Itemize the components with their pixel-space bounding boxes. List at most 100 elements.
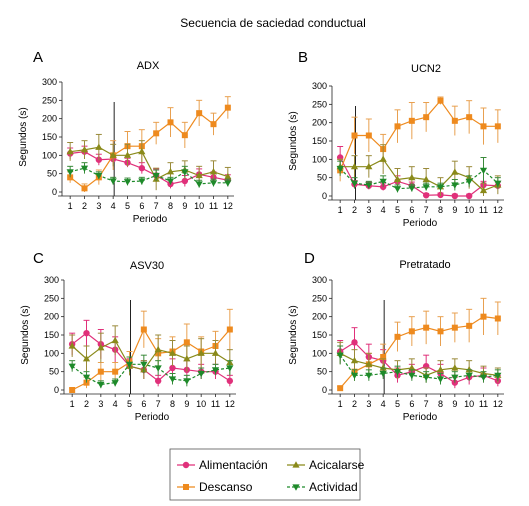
x-tick-label: 11 xyxy=(209,201,218,211)
y-axis-label: Segundos (s) xyxy=(20,305,31,364)
y-tick-label: 150 xyxy=(312,136,327,146)
data-point xyxy=(466,114,473,121)
y-tick-label: 250 xyxy=(44,293,59,303)
y-tick-label: 150 xyxy=(312,330,327,340)
x-tick-label: 3 xyxy=(366,399,371,409)
data-point xyxy=(181,177,189,185)
x-tick-label: 4 xyxy=(111,201,116,211)
data-point xyxy=(350,180,359,187)
data-point xyxy=(209,180,218,187)
y-tick-label: 150 xyxy=(44,330,59,340)
y-axis-label: Segundos (s) xyxy=(18,107,29,166)
x-tick-label: 7 xyxy=(154,201,159,211)
data-point xyxy=(436,376,445,383)
y-tick-label: 0 xyxy=(322,191,327,201)
data-point xyxy=(80,146,89,153)
x-tick-label: 6 xyxy=(409,399,414,409)
data-point xyxy=(125,361,134,369)
legend-marker-descanso xyxy=(177,484,195,490)
x-tick-label: 4 xyxy=(381,205,386,215)
x-tick-label: 5 xyxy=(395,399,400,409)
data-point xyxy=(393,369,402,376)
series-acicalarse xyxy=(66,133,232,191)
y-tick-label: 200 xyxy=(312,118,327,128)
data-point xyxy=(337,385,344,392)
y-tick-label: 0 xyxy=(52,187,57,197)
x-tick-label: 9 xyxy=(452,205,457,215)
y-tick-label: 0 xyxy=(322,385,327,395)
y-tick-label: 50 xyxy=(47,169,57,179)
series-acicalarse xyxy=(68,325,234,379)
data-point xyxy=(68,363,76,370)
data-point xyxy=(479,186,488,194)
data-point xyxy=(97,368,104,375)
data-point xyxy=(109,178,117,185)
data-point xyxy=(153,130,160,137)
data-point xyxy=(154,365,162,372)
data-point xyxy=(140,361,148,369)
legend-entry-acicalarse: Acicalarse xyxy=(287,458,365,472)
series-line xyxy=(339,354,498,380)
y-tick-label: 250 xyxy=(312,99,327,109)
data-point xyxy=(379,178,387,186)
x-tick-label: 8 xyxy=(438,399,443,409)
x-tick-label: 10 xyxy=(194,201,204,211)
x-axis-label: Periodo xyxy=(403,218,438,229)
data-point xyxy=(465,366,473,373)
data-point xyxy=(183,355,191,362)
data-point xyxy=(138,147,146,155)
data-point xyxy=(81,185,88,192)
x-tick-label: 6 xyxy=(141,399,146,409)
data-point xyxy=(365,162,373,170)
data-point xyxy=(422,175,430,183)
data-point xyxy=(195,181,203,188)
data-point xyxy=(465,372,473,380)
data-point xyxy=(69,387,76,393)
data-point xyxy=(224,180,232,187)
data-point xyxy=(66,147,74,155)
x-tick-label: 2 xyxy=(352,399,357,409)
data-point xyxy=(365,360,373,367)
legend: Alimentación Acicalarse Descanso Activid… xyxy=(169,448,365,501)
legend-marker-actividad xyxy=(287,484,305,491)
data-point xyxy=(211,349,220,356)
y-tick-label: 50 xyxy=(49,367,59,377)
data-point xyxy=(437,97,444,104)
panel-title: ADX xyxy=(137,60,160,72)
panel-letter: A xyxy=(33,49,43,66)
data-point xyxy=(167,119,174,126)
series-line xyxy=(70,146,229,180)
x-tick-label: 1 xyxy=(338,399,343,409)
data-point xyxy=(393,175,402,183)
data-point xyxy=(183,339,190,346)
x-tick-label: 11 xyxy=(479,399,488,409)
data-point xyxy=(181,169,189,176)
data-point xyxy=(209,168,218,175)
data-point xyxy=(365,132,372,139)
x-tick-label: 12 xyxy=(225,399,235,409)
panel-letter: C xyxy=(33,250,44,267)
data-point xyxy=(394,123,401,130)
data-point xyxy=(154,377,162,385)
legend-label-actividad: Actividad xyxy=(309,480,358,494)
series-descanso xyxy=(337,96,501,182)
x-tick-label: 4 xyxy=(381,399,386,409)
data-point xyxy=(394,333,401,340)
series-line xyxy=(339,157,498,197)
data-point xyxy=(451,192,459,200)
data-point xyxy=(123,179,132,186)
data-point xyxy=(379,364,387,371)
data-point xyxy=(479,374,488,381)
data-point xyxy=(111,336,119,344)
series-alimentacion xyxy=(66,145,232,189)
x-tick-label: 7 xyxy=(424,205,429,215)
data-point xyxy=(95,172,103,180)
data-point xyxy=(80,165,89,172)
data-point xyxy=(82,355,91,362)
series-line xyxy=(339,99,498,171)
x-axis-label: Periodo xyxy=(133,214,168,225)
data-point xyxy=(336,352,344,359)
series-actividad xyxy=(66,162,232,188)
